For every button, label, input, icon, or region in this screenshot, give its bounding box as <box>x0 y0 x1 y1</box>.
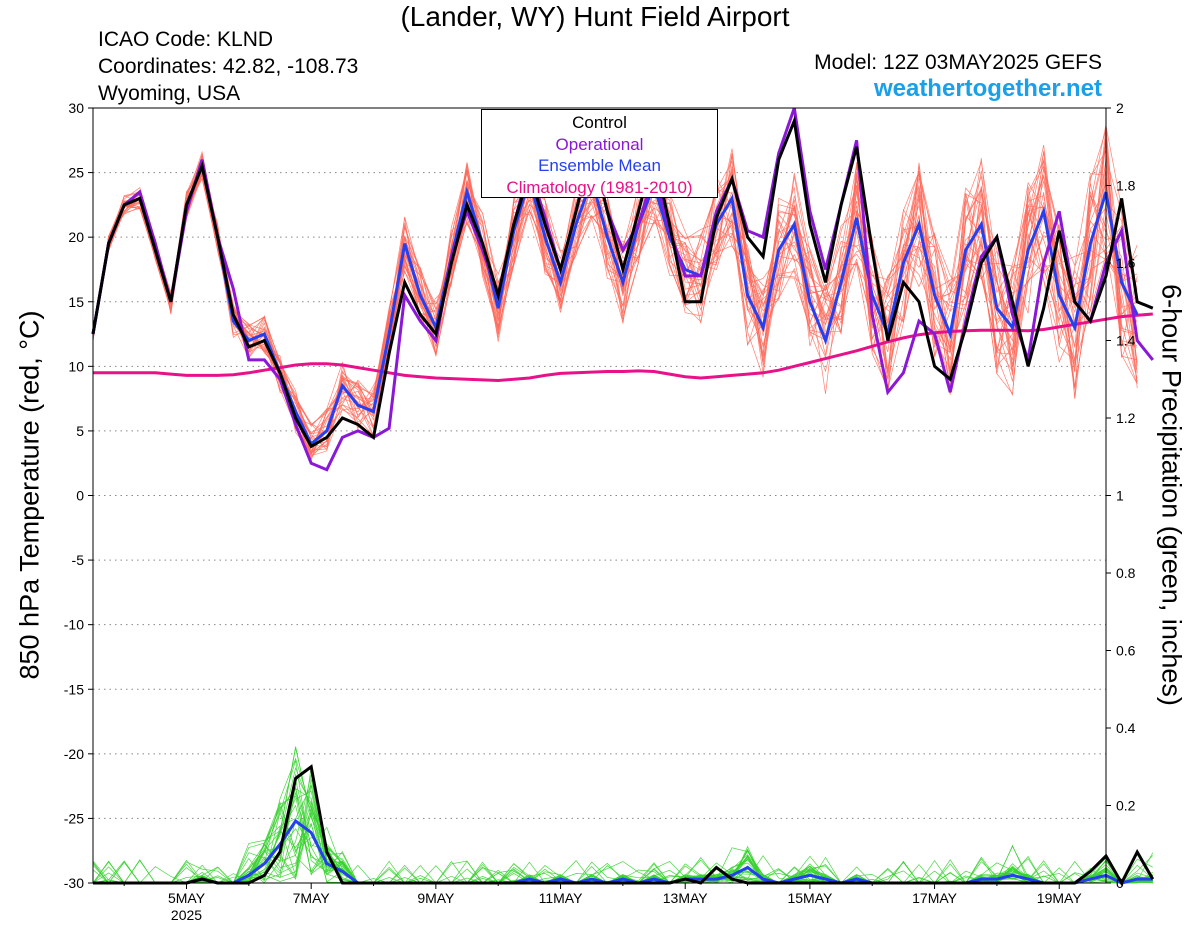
control-temp-line <box>91 115 1154 449</box>
x-tick-label: 17MAY <box>912 890 958 906</box>
member-precip-line <box>93 773 1153 884</box>
member-temp-line <box>92 157 1138 454</box>
y-left-tick-label: 20 <box>68 229 84 245</box>
y-left-tick-label: -15 <box>64 681 84 697</box>
x-tick-label: 13MAY <box>663 890 709 906</box>
y-left-tick-label: 30 <box>68 100 84 116</box>
coordinates: Coordinates: 42.82, -108.73 <box>98 55 359 78</box>
member-temp-line <box>92 174 1138 456</box>
y-right-tick-label: 0.8 <box>1116 565 1136 581</box>
x-tick-label: 7MAY <box>293 890 331 906</box>
icao-code: ICAO Code: KLND <box>98 28 274 51</box>
y-right-tick-label: 1.6 <box>1116 255 1136 271</box>
legend-operational: Operational <box>555 134 644 154</box>
y-right-tick-label: 0 <box>1116 875 1124 891</box>
member-temp-line <box>92 146 1138 451</box>
region: Wyoming, USA <box>98 82 241 105</box>
y-left-tick-label: -20 <box>64 746 84 762</box>
member-temp-line <box>92 164 1138 442</box>
member-precip-line <box>92 774 1153 884</box>
y-left-tick-label: -25 <box>64 810 84 826</box>
y-axis-right-label: 6-hour Precipitation (green, inches) <box>1156 284 1187 706</box>
x-tick-label: 11MAY <box>539 890 583 906</box>
chart-title: (Lander, WY) Hunt Field Airport <box>400 1 790 32</box>
legend: Control Operational Ensemble Mean Climat… <box>481 109 718 198</box>
y-right-tick-label: 0.4 <box>1116 720 1136 736</box>
y-left-tick-label: 10 <box>68 358 84 374</box>
member-temp-line <box>92 163 1138 438</box>
member-temp-line <box>92 159 1138 439</box>
y-right-tick-label: 2 <box>1116 100 1124 116</box>
member-temp-line <box>92 166 1138 451</box>
x-tick-sublabel: 2025 <box>171 907 202 923</box>
y-right-tick-label: 1.8 <box>1116 178 1136 194</box>
climatology-line <box>93 312 1153 383</box>
y-left-tick-label: -10 <box>64 617 84 633</box>
legend-control: Control <box>572 113 627 132</box>
y-right-tick-label: 1.2 <box>1116 410 1136 426</box>
site-link[interactable]: weathertogether.net <box>873 75 1102 102</box>
y-axis-left-label: 850 hPa Temperature (red, °C) <box>14 310 45 680</box>
y-right-tick-label: 1 <box>1116 488 1124 504</box>
y-right-tick-label: 0.6 <box>1116 643 1136 659</box>
y-left-tick-label: 25 <box>68 165 84 181</box>
y-left-tick-label: 0 <box>76 488 84 504</box>
main-series <box>91 107 1155 887</box>
x-tick-label: 19MAY <box>1037 890 1083 906</box>
mean-precip-line <box>93 818 1153 885</box>
model-run: Model: 12Z 03MAY2025 GEFS <box>814 51 1102 74</box>
operational-temp-line <box>91 107 1154 472</box>
x-tick-label: 5MAY <box>168 890 206 906</box>
y-left-tick-label: 15 <box>68 294 84 310</box>
ensemble-members <box>92 124 1154 884</box>
x-tick-label: 9MAY <box>417 890 455 906</box>
member-temp-line <box>92 152 1138 434</box>
y-left-tick-label: -30 <box>64 875 84 891</box>
legend-ensemble-mean: Ensemble Mean <box>538 156 661 175</box>
member-temp-line <box>92 173 1138 433</box>
axes: 302520151050-5-10-15-20-25-3021.81.61.41… <box>64 100 1136 923</box>
y-right-tick-label: 1.4 <box>1116 333 1136 349</box>
x-tick-label: 15MAY <box>787 890 833 906</box>
y-left-tick-label: 5 <box>76 423 84 439</box>
legend-climatology: Climatology (1981-2010) <box>506 177 693 197</box>
y-left-tick-label: -5 <box>72 552 85 568</box>
mean-temp-line <box>91 161 1139 447</box>
y-right-tick-label: 0.2 <box>1116 798 1136 814</box>
